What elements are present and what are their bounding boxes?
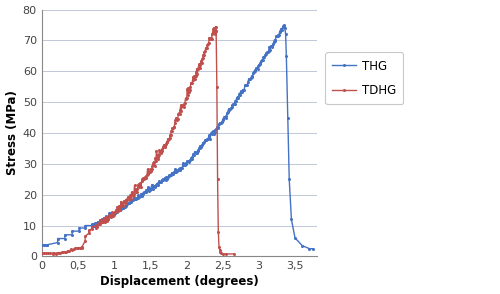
THG (122, 204, 128, 207)
Line: TDHG: TDHG (40, 25, 235, 255)
THG (141, 191, 147, 194)
THG (82, 226, 88, 230)
TDHG (134, 187, 140, 191)
TDHG (38, 252, 44, 255)
TDHG (132, 187, 138, 191)
X-axis label: Displacement (degrees): Displacement (degrees) (100, 275, 258, 288)
TDHG (159, 149, 165, 152)
TDHG (176, 112, 182, 116)
THG (310, 247, 316, 250)
TDHG (230, 252, 236, 256)
THG (236, 93, 242, 96)
TDHG (213, 25, 219, 28)
Line: THG: THG (40, 24, 314, 250)
THG (281, 23, 287, 27)
TDHG (50, 252, 56, 256)
THG (178, 166, 184, 170)
Y-axis label: Stress (MPa): Stress (MPa) (6, 91, 18, 176)
THG (196, 144, 202, 148)
TDHG (98, 220, 103, 224)
TDHG (214, 178, 220, 181)
Legend: THG, TDHG: THG, TDHG (326, 53, 404, 104)
THG (306, 247, 312, 250)
THG (38, 243, 44, 246)
